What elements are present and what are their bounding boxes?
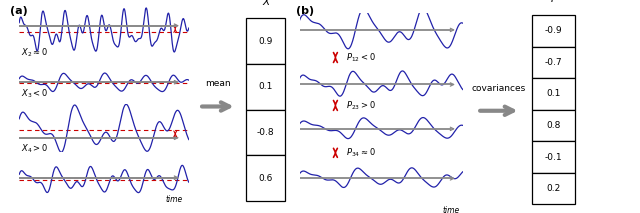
Text: -0.1: -0.1 xyxy=(545,153,563,162)
Text: X: X xyxy=(262,0,269,7)
Text: -0.9: -0.9 xyxy=(545,26,563,35)
Text: 0.9: 0.9 xyxy=(259,36,273,46)
Text: $P_{12} < 0$: $P_{12} < 0$ xyxy=(346,51,376,64)
Text: $X_3 < 0$: $X_3 < 0$ xyxy=(21,88,48,100)
Text: 0.6: 0.6 xyxy=(259,174,273,183)
Text: P: P xyxy=(550,0,557,4)
Text: -0.7: -0.7 xyxy=(545,58,563,67)
Text: (b): (b) xyxy=(296,6,314,16)
Text: $P_{23} > 0$: $P_{23} > 0$ xyxy=(346,99,376,112)
Text: 0.1: 0.1 xyxy=(259,82,273,91)
Text: (a): (a) xyxy=(10,6,28,16)
Text: 0.1: 0.1 xyxy=(547,89,561,98)
Text: time: time xyxy=(165,196,182,204)
Text: time: time xyxy=(442,206,460,213)
Text: -0.8: -0.8 xyxy=(257,128,275,137)
Text: mean: mean xyxy=(205,79,231,88)
Text: $X_4 > 0$: $X_4 > 0$ xyxy=(21,143,48,155)
Text: 0.8: 0.8 xyxy=(547,121,561,130)
Text: $X_2 \approx 0$: $X_2 \approx 0$ xyxy=(21,46,48,59)
Text: 0.2: 0.2 xyxy=(547,184,561,193)
Text: $P_{34} \approx 0$: $P_{34} \approx 0$ xyxy=(346,147,376,159)
Text: covariances: covariances xyxy=(472,84,526,93)
